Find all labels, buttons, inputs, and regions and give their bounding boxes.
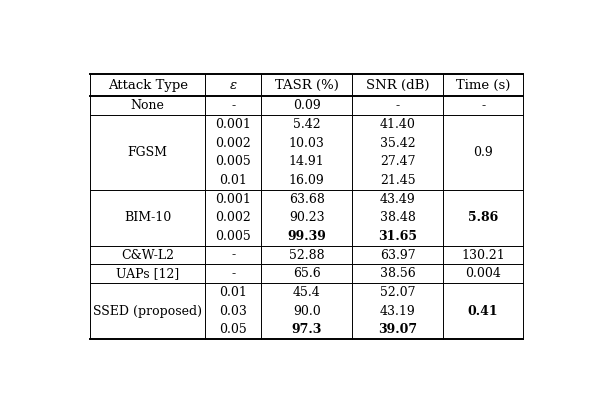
Text: 38.48: 38.48	[380, 211, 416, 224]
Text: 43.49: 43.49	[380, 192, 415, 206]
Text: 130.21: 130.21	[461, 248, 505, 262]
Text: Time (s): Time (s)	[456, 79, 510, 92]
Text: -: -	[481, 99, 485, 112]
Text: 97.3: 97.3	[292, 323, 322, 336]
Text: 10.03: 10.03	[289, 136, 325, 150]
Text: 0.09: 0.09	[293, 99, 321, 112]
Text: 90.23: 90.23	[289, 211, 324, 224]
Text: 31.65: 31.65	[378, 230, 417, 243]
Text: 0.01: 0.01	[219, 174, 247, 187]
Text: 0.005: 0.005	[215, 155, 251, 168]
Text: 38.56: 38.56	[380, 267, 415, 280]
Text: SNR (dB): SNR (dB)	[366, 79, 429, 92]
Text: C&W-L2: C&W-L2	[121, 248, 174, 262]
Text: 0.001: 0.001	[215, 192, 251, 206]
Text: 65.6: 65.6	[293, 267, 321, 280]
Text: 39.07: 39.07	[378, 323, 417, 336]
Text: 0.9: 0.9	[473, 146, 493, 159]
Text: ε: ε	[230, 79, 237, 92]
Text: 63.97: 63.97	[380, 248, 415, 262]
Text: 52.07: 52.07	[380, 286, 415, 299]
Text: 0.004: 0.004	[465, 267, 501, 280]
Text: 0.002: 0.002	[215, 136, 251, 150]
Text: 45.4: 45.4	[293, 286, 321, 299]
Text: 5.86: 5.86	[468, 211, 498, 224]
Text: 0.005: 0.005	[215, 230, 251, 243]
Text: BIM-10: BIM-10	[124, 211, 171, 224]
Text: Attack Type: Attack Type	[108, 79, 188, 92]
Text: -: -	[231, 99, 235, 112]
Text: 35.42: 35.42	[380, 136, 415, 150]
Text: None: None	[131, 99, 165, 112]
Text: 14.91: 14.91	[289, 155, 324, 168]
Text: 0.03: 0.03	[219, 304, 247, 318]
Text: 63.68: 63.68	[289, 192, 325, 206]
Text: 99.39: 99.39	[287, 230, 326, 243]
Text: SSED (proposed): SSED (proposed)	[93, 304, 202, 318]
Text: -: -	[396, 99, 400, 112]
Text: 52.88: 52.88	[289, 248, 324, 262]
Text: TASR (%): TASR (%)	[275, 79, 339, 92]
Text: 0.41: 0.41	[467, 304, 498, 318]
Text: 0.001: 0.001	[215, 118, 251, 131]
Text: 21.45: 21.45	[380, 174, 415, 187]
Text: 0.05: 0.05	[219, 323, 247, 336]
Text: -: -	[231, 267, 235, 280]
Text: -: -	[231, 248, 235, 262]
Text: 41.40: 41.40	[380, 118, 416, 131]
Text: 43.19: 43.19	[380, 304, 415, 318]
Text: FGSM: FGSM	[128, 146, 168, 159]
Text: UAPs [12]: UAPs [12]	[116, 267, 179, 280]
Text: 16.09: 16.09	[289, 174, 324, 187]
Text: 0.002: 0.002	[215, 211, 251, 224]
Text: 0.01: 0.01	[219, 286, 247, 299]
Text: 27.47: 27.47	[380, 155, 415, 168]
Text: 5.42: 5.42	[293, 118, 321, 131]
Text: 90.0: 90.0	[293, 304, 321, 318]
